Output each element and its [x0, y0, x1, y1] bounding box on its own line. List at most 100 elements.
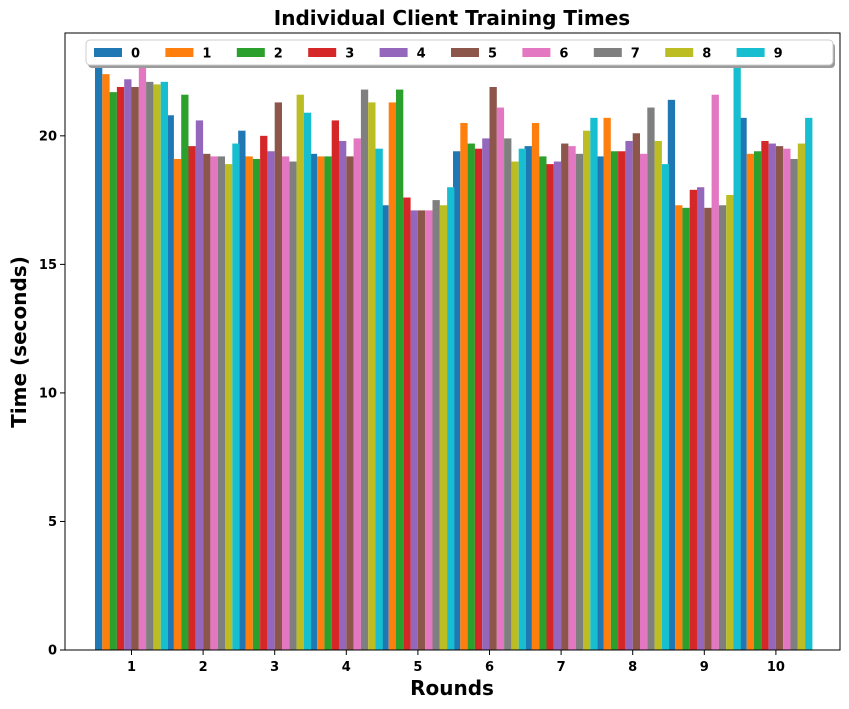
bar-series-5-round-6 — [489, 86, 497, 651]
bar-series-7-round-4 — [360, 89, 369, 650]
x-axis-ticks: 1 2 3 4 5 6 7 8 9 10 — [127, 650, 785, 675]
bar-series-7-round-6 — [504, 138, 512, 650]
legend-label-2: 2 — [274, 47, 283, 62]
bar-series-4-round-10 — [768, 143, 776, 651]
bar-series-9-round-5 — [447, 187, 455, 650]
plot-frame — [64, 32, 841, 651]
bar-series-4-round-7 — [553, 161, 562, 651]
bar-series-0-round-7 — [524, 146, 532, 650]
x-tick-label: 9 — [700, 660, 709, 675]
bar-series-0-round-9 — [667, 99, 676, 651]
bar-series-7-round-10 — [790, 158, 798, 650]
bar-series-2-round-10 — [754, 151, 762, 650]
bar-series-7-round-9 — [718, 205, 727, 650]
bar-series-6-round-4 — [353, 138, 361, 650]
bar-series-9-round-3 — [303, 112, 312, 650]
bar-series-0-round-4 — [309, 153, 318, 650]
bar-series-4-round-3 — [267, 151, 275, 650]
legend-swatch-6 — [522, 48, 551, 57]
bar-series-6-round-6 — [496, 107, 505, 651]
bar-series-5-round-9 — [704, 207, 712, 650]
legend-swatch-1 — [165, 48, 194, 57]
legend-label-4: 4 — [417, 47, 426, 62]
x-axis-label: Rounds — [410, 676, 494, 700]
legend-label-1: 1 — [202, 47, 211, 62]
legend-label-9: 9 — [774, 47, 783, 62]
bar-series-6-round-9 — [711, 94, 719, 650]
bar-series-7-round-8 — [647, 107, 655, 651]
y-axis-label: Time (seconds) — [7, 256, 31, 428]
bar-series-0-round-1 — [95, 66, 103, 651]
bar-series-9-round-10 — [805, 117, 813, 651]
bar-series-2-round-5 — [396, 89, 404, 650]
bar-series-3-round-8 — [618, 151, 626, 650]
bar-series-9-round-6 — [518, 148, 526, 650]
bar-series-8-round-3 — [296, 94, 304, 650]
bar-series-3-round-9 — [689, 189, 697, 650]
bar-series-0-round-3 — [238, 130, 246, 650]
bar-series-3-round-5 — [403, 197, 411, 650]
bar-series-0-round-6 — [453, 151, 461, 650]
bar-series-7-round-5 — [432, 200, 440, 650]
bar-series-3-round-10 — [761, 140, 769, 650]
bar-series-2-round-9 — [682, 207, 690, 650]
bar-series-8-round-4 — [368, 102, 376, 650]
bar-series-6-round-7 — [568, 146, 576, 650]
bar-series-5-round-10 — [775, 146, 784, 650]
bar-series-4-round-4 — [339, 140, 347, 650]
bar-series-9-round-1 — [160, 81, 168, 651]
bar-series-8-round-8 — [654, 140, 662, 650]
bar-series-6-round-10 — [783, 148, 791, 650]
bar-series-4-round-2 — [195, 120, 204, 650]
bar-series-6-round-3 — [282, 156, 290, 650]
bar-series-1-round-6 — [460, 122, 468, 651]
x-tick-label: 10 — [767, 660, 785, 675]
legend-swatch-4 — [379, 48, 408, 57]
legend-swatch-5 — [451, 48, 479, 57]
y-tick-label: 0 — [48, 644, 57, 659]
bar-series-2-round-3 — [252, 158, 261, 650]
x-tick-label: 3 — [270, 660, 279, 675]
bar-series-8-round-10 — [797, 143, 806, 651]
legend-swatch-9 — [736, 48, 765, 57]
bar-series-3-round-6 — [474, 148, 483, 650]
bar-series-8-round-1 — [153, 84, 161, 651]
bar-series-8-round-7 — [583, 130, 591, 650]
bar-series-9-round-7 — [590, 117, 598, 651]
y-tick-label: 20 — [39, 129, 57, 144]
bar-series-0-round-5 — [381, 205, 389, 650]
bar-series-1-round-8 — [603, 117, 611, 651]
bar-series-9-round-4 — [375, 148, 383, 650]
bar-series-2-round-4 — [324, 156, 332, 650]
legend: 0 1 2 3 4 5 6 7 8 9 — [85, 39, 835, 68]
bar-series-4-round-1 — [124, 79, 132, 650]
y-tick-label: 15 — [39, 258, 57, 273]
bar-series-1-round-3 — [245, 156, 253, 650]
bar-series-3-round-7 — [546, 164, 554, 651]
bar-series-4-round-6 — [482, 138, 490, 650]
bar-series-8-round-5 — [439, 205, 448, 650]
x-tick-label: 7 — [557, 660, 566, 675]
bar-series-2-round-1 — [109, 92, 117, 650]
x-tick-label: 1 — [127, 660, 136, 675]
legend-label-8: 8 — [702, 47, 711, 62]
bars-group — [95, 63, 813, 651]
bar-series-2-round-8 — [610, 151, 619, 650]
bar-series-7-round-2 — [217, 156, 225, 650]
y-tick-label: 10 — [39, 386, 57, 401]
bar-series-3-round-4 — [331, 120, 339, 650]
legend-label-7: 7 — [631, 47, 640, 62]
bar-series-2-round-6 — [467, 143, 475, 651]
y-axis-ticks: 0 5 10 15 20 — [39, 129, 65, 659]
bar-series-4-round-9 — [697, 187, 705, 650]
bar-series-9-round-2 — [232, 143, 240, 651]
bar-series-5-round-4 — [346, 156, 354, 650]
legend-swatch-2 — [236, 48, 265, 57]
legend-label-6: 6 — [559, 47, 568, 62]
bar-series-2-round-7 — [539, 156, 547, 650]
bar-series-6-round-2 — [210, 156, 218, 650]
bar-series-1-round-2 — [173, 158, 182, 650]
bar-series-5-round-1 — [131, 86, 139, 651]
bar-series-4-round-5 — [410, 210, 418, 650]
